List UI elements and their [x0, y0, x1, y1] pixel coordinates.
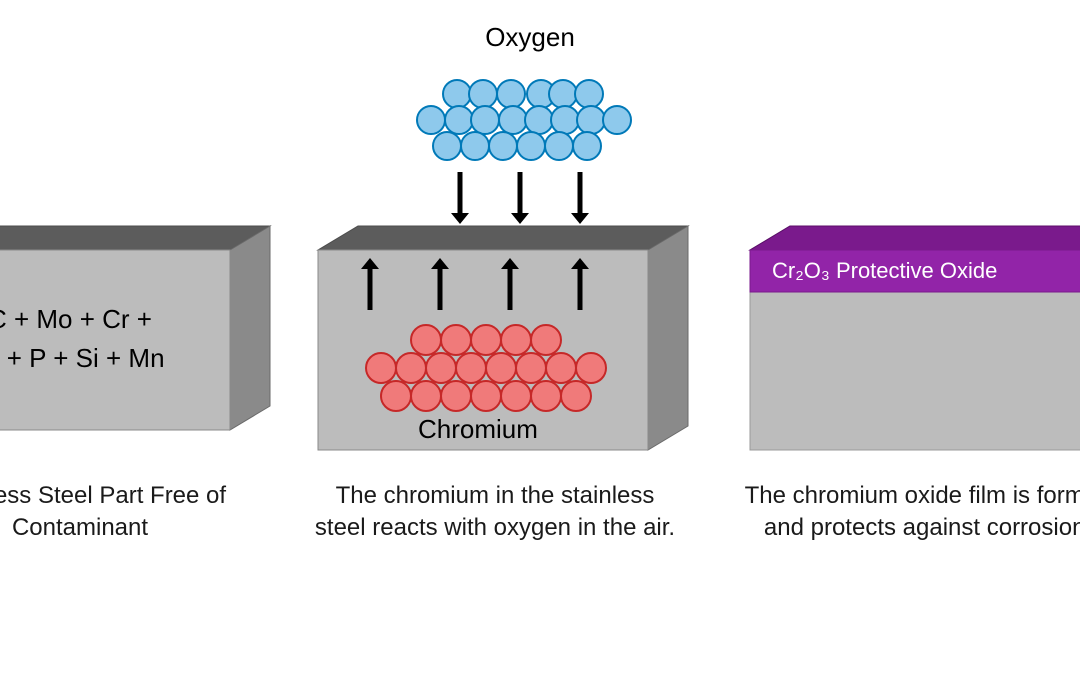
chromium-particles-dot: [396, 353, 426, 383]
block-top: [0, 226, 270, 250]
chromium-particles-dot: [501, 325, 531, 355]
formula-line2: Ni + S + P + Si + Mn: [0, 339, 228, 378]
chromium-particles-dot: [411, 325, 441, 355]
chromium-particles-dot: [471, 381, 501, 411]
panel3-caption: The chromium oxide film is formed and pr…: [738, 480, 1080, 545]
chromium-particles-dot: [441, 381, 471, 411]
block-top: [318, 226, 688, 250]
panel1-formula: Fe + C + Mo + Cr + Ni + S + P + Si + Mn: [0, 300, 228, 378]
chromium-particles-dot: [471, 325, 501, 355]
chromium-particles-dot: [366, 353, 396, 383]
oxygen-particles-dot: [551, 106, 579, 134]
oxygen-particles-dot: [489, 132, 517, 160]
chromium-particles-dot: [426, 353, 456, 383]
chromium-particles-dot: [531, 325, 561, 355]
oxygen-particles-dot: [603, 106, 631, 134]
chromium-particles-dot: [501, 381, 531, 411]
oxide-layer-label: Cr₂O₃ Protective Oxide: [772, 258, 997, 284]
chromium-particles-dot: [486, 353, 516, 383]
oxygen-particles-dot: [545, 132, 573, 160]
chromium-particles-dot: [456, 353, 486, 383]
oxygen-particles-dot: [517, 132, 545, 160]
formula-line1: Fe + C + Mo + Cr +: [0, 300, 228, 339]
oxygen-particles-dot: [575, 80, 603, 108]
block-side: [230, 226, 270, 430]
chromium-particles-dot: [546, 353, 576, 383]
oxygen-particles-dot: [461, 132, 489, 160]
chromium-particles-dot: [381, 381, 411, 411]
oxygen-particles-dot: [573, 132, 601, 160]
chromium-up-arrows: [0, 0, 500, 120]
panel1-caption: Stainless Steel Part Free of Contaminant: [0, 480, 240, 545]
oxygen-particles-dot: [549, 80, 577, 108]
chromium-particles-dot: [561, 381, 591, 411]
chromium-particles-dot: [576, 353, 606, 383]
panel2-caption: The chromium in the stainless steel reac…: [310, 480, 680, 545]
oxide-top: [750, 226, 1080, 250]
chromium-particles-dot: [531, 381, 561, 411]
chromium-particles-dot: [441, 325, 471, 355]
chromium-label: Chromium: [418, 414, 538, 445]
chromium-particles-dot: [411, 381, 441, 411]
chromium-particles-dot: [516, 353, 546, 383]
oxygen-particles-dot: [499, 106, 527, 134]
oxygen-particles-dot: [433, 132, 461, 160]
oxygen-particles-dot: [577, 106, 605, 134]
oxygen-particles-dot: [525, 106, 553, 134]
oxygen-particles-dot: [497, 80, 525, 108]
